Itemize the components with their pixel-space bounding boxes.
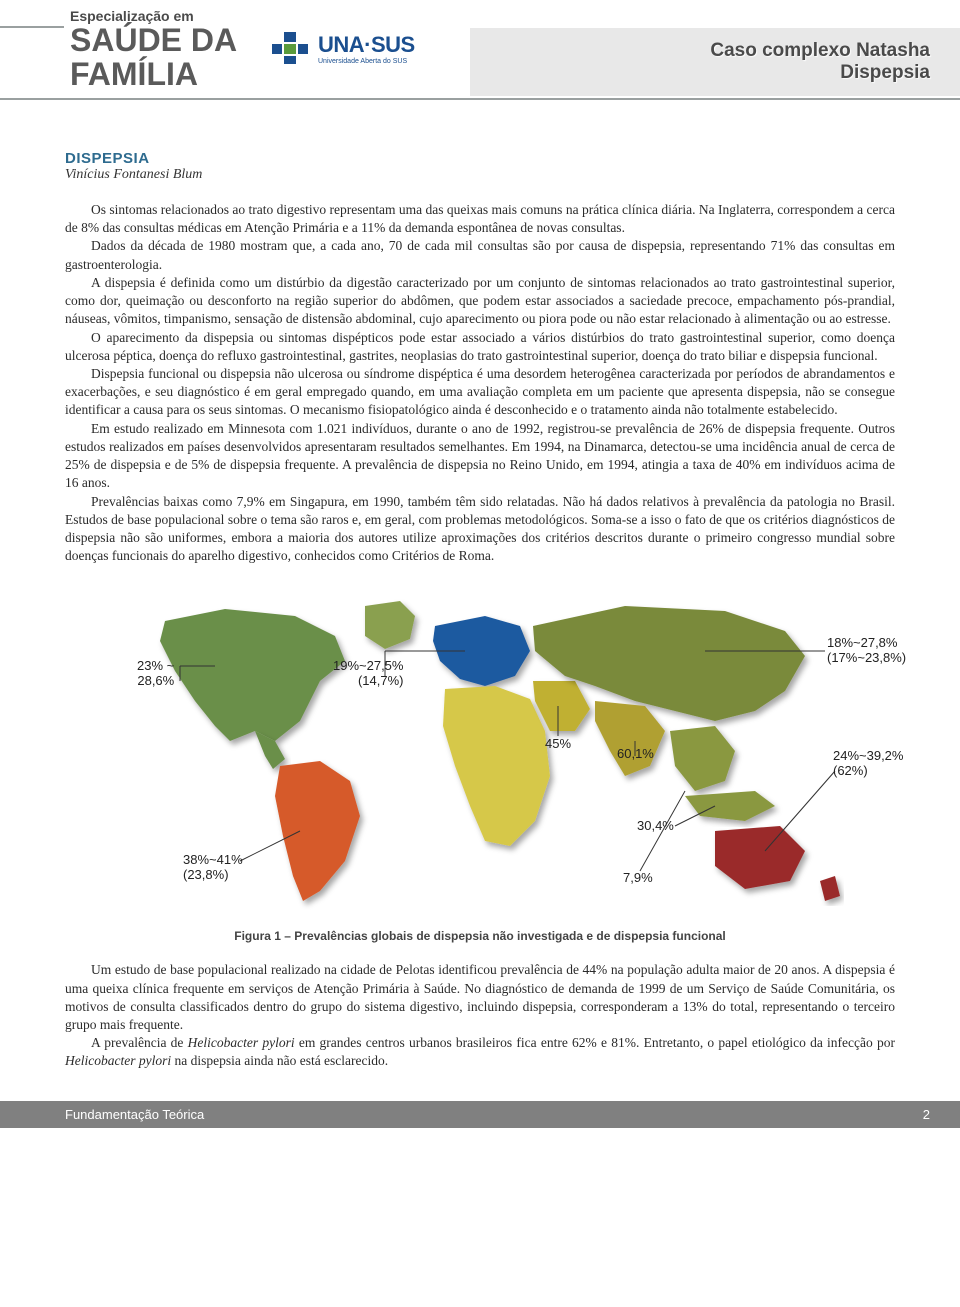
body-text-block-1: Os sintomas relacionados ao trato digest… (65, 201, 895, 565)
map-label-middle-east: 45% (545, 737, 571, 752)
section-title: DISPEPSIA (65, 150, 895, 167)
main-content: DISPEPSIA Vinícius Fontanesi Blum Os sin… (0, 130, 960, 1081)
map-label-asia: 18%~27,8% (17%~23,8%) (827, 636, 906, 666)
brand-title-2: FAMÍLIA (70, 58, 237, 92)
case-title-1: Caso complexo Natasha (710, 40, 930, 62)
paragraph-5: Dispepsia funcional ou dispepsia não ulc… (65, 365, 895, 420)
map-south-america (275, 761, 360, 901)
paragraph-1: Os sintomas relacionados ao trato digest… (65, 201, 895, 237)
logo-text: UNA·SUS (318, 32, 415, 58)
map-label-north-america: 23% ~ 28,6% (137, 659, 174, 689)
map-label-south-america: 38%~41% (23,8%) (183, 853, 243, 883)
author-name: Vinícius Fontanesi Blum (65, 167, 895, 183)
body-text-block-2: Um estudo de base populacional realizado… (65, 961, 895, 1070)
una-sus-logo: UNA·SUS Universidade Aberta do SUS (270, 30, 415, 66)
map-greenland (365, 601, 415, 649)
footer-left: Fundamentação Teórica (65, 1107, 204, 1122)
map-middle-east (533, 681, 590, 731)
footer-page-number: 2 (923, 1107, 930, 1122)
brand-title-1: SAÚDE DA (70, 24, 237, 58)
header-accent-upper (0, 26, 64, 28)
paragraph-3: A dispepsia é definida como um distúrbio… (65, 274, 895, 329)
header-right-bar: Caso complexo Natasha Dispepsia (470, 28, 960, 96)
page-footer: Fundamentação Teórica 2 (0, 1101, 960, 1128)
paragraph-6: Em estudo realizado em Minnesota com 1.0… (65, 420, 895, 493)
figure-caption: Figura 1 – Prevalências globais de dispe… (65, 929, 895, 943)
una-sus-icon (270, 30, 310, 66)
paragraph-4: O aparecimento da dispepsia ou sintomas … (65, 329, 895, 365)
map-africa (443, 686, 550, 846)
map-new-zealand (820, 876, 840, 901)
map-label-se-asia: 30,4% (637, 819, 674, 834)
map-label-europe: 19%~27,5% (14,7%) (333, 659, 403, 689)
map-se-asia (670, 726, 735, 791)
brand-block: Especialização em SAÚDE DA FAMÍLIA (70, 8, 237, 91)
map-label-singapore: 7,9% (623, 871, 653, 886)
paragraph-8: Um estudo de base populacional realizado… (65, 961, 895, 1034)
paragraph-9: A prevalência de Helicobacter pylori em … (65, 1034, 895, 1070)
map-south-asia (595, 701, 665, 776)
map-label-south-asia: 60,1% (617, 747, 654, 762)
map-australia (715, 826, 805, 889)
paragraph-7: Prevalências baixas como 7,9% em Singapu… (65, 493, 895, 566)
map-indonesia (685, 791, 775, 821)
page-header: Especialização em SAÚDE DA FAMÍLIA UNA·S… (0, 0, 960, 130)
world-map-figure: 23% ~ 28,6% 19%~27,5% (14,7%) 18%~27,8% … (65, 581, 895, 921)
logo-subtext: Universidade Aberta do SUS (318, 58, 415, 65)
map-north-america (160, 609, 345, 741)
map-label-oceania: 24%~39,2% (62%) (833, 749, 903, 779)
header-accent-lower (0, 98, 960, 100)
case-title-2: Dispepsia (840, 62, 930, 84)
paragraph-2: Dados da década de 1980 mostram que, a c… (65, 237, 895, 273)
